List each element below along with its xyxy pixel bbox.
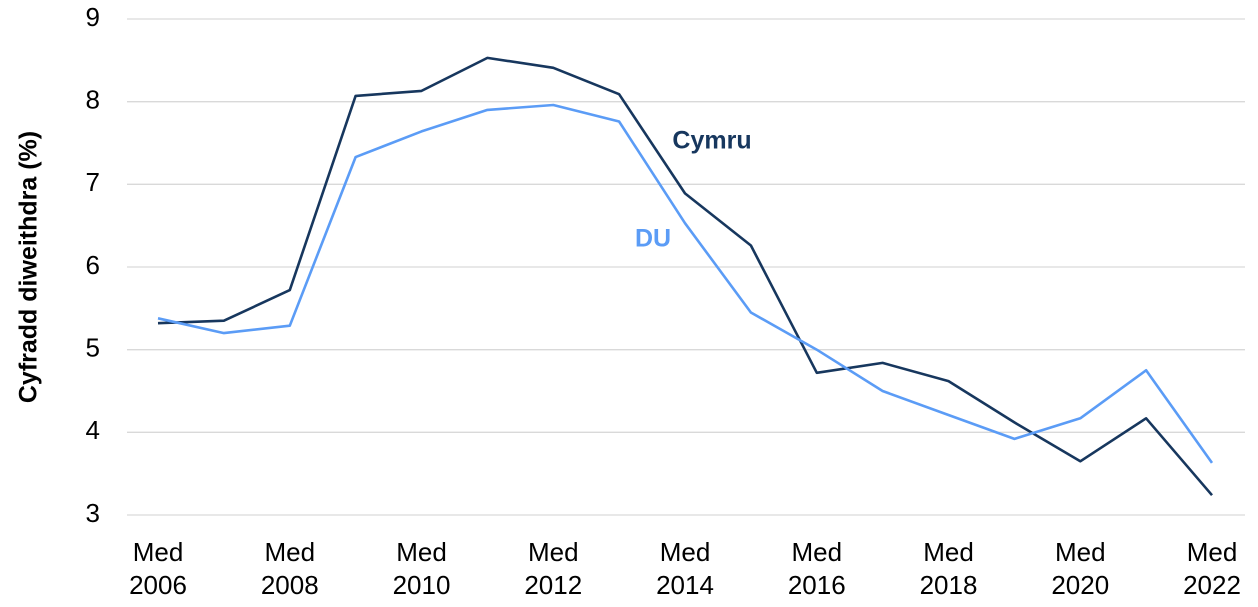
- y-axis-title: Cyfradd diweithdra (%): [15, 131, 43, 403]
- y-tick-label: 7: [86, 167, 100, 197]
- y-tick-label: 5: [86, 333, 100, 363]
- x-tick-label: Med 2012: [524, 537, 583, 600]
- y-tick-label: 3: [86, 498, 100, 528]
- x-tick-label: Med 2014: [656, 537, 714, 600]
- series-label: DU: [635, 225, 671, 253]
- x-tick-label: Med 2010: [392, 537, 451, 600]
- x-tick-label: Med 2016: [787, 537, 846, 600]
- line-series: [157, 103, 1214, 464]
- y-tick-label: 6: [86, 250, 100, 280]
- line-series: [157, 56, 1213, 497]
- x-tick-label: Med 2006: [129, 537, 187, 600]
- x-tick-label: Med 2018: [919, 537, 978, 600]
- x-tick-label: Med 2020: [1051, 537, 1110, 600]
- y-tick-label: 8: [86, 85, 100, 115]
- y-tick-label: 4: [86, 415, 100, 445]
- x-tick-label: Med 2022: [1183, 537, 1241, 600]
- series-label: Cymru: [672, 127, 751, 155]
- x-tick-label: Med 2008: [260, 537, 319, 600]
- y-tick-label: 9: [86, 2, 100, 32]
